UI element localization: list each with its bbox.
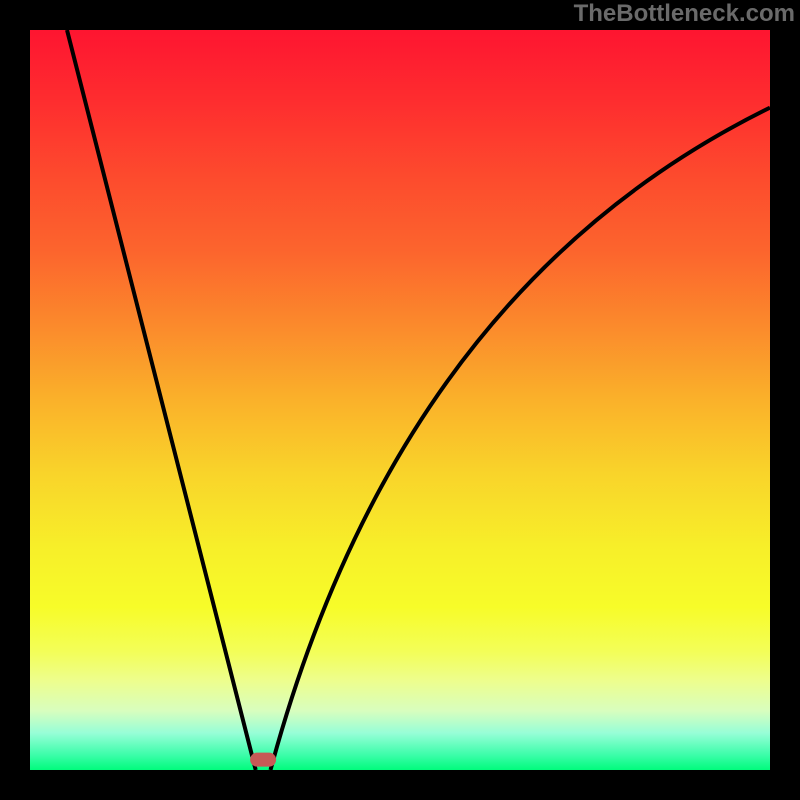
plot-background-gradient <box>30 30 770 770</box>
optimal-point-marker <box>250 753 276 767</box>
chart-root: TheBottleneck.com <box>0 0 800 800</box>
watermark-text: TheBottleneck.com <box>574 0 795 27</box>
chart-svg: TheBottleneck.com <box>0 0 800 800</box>
